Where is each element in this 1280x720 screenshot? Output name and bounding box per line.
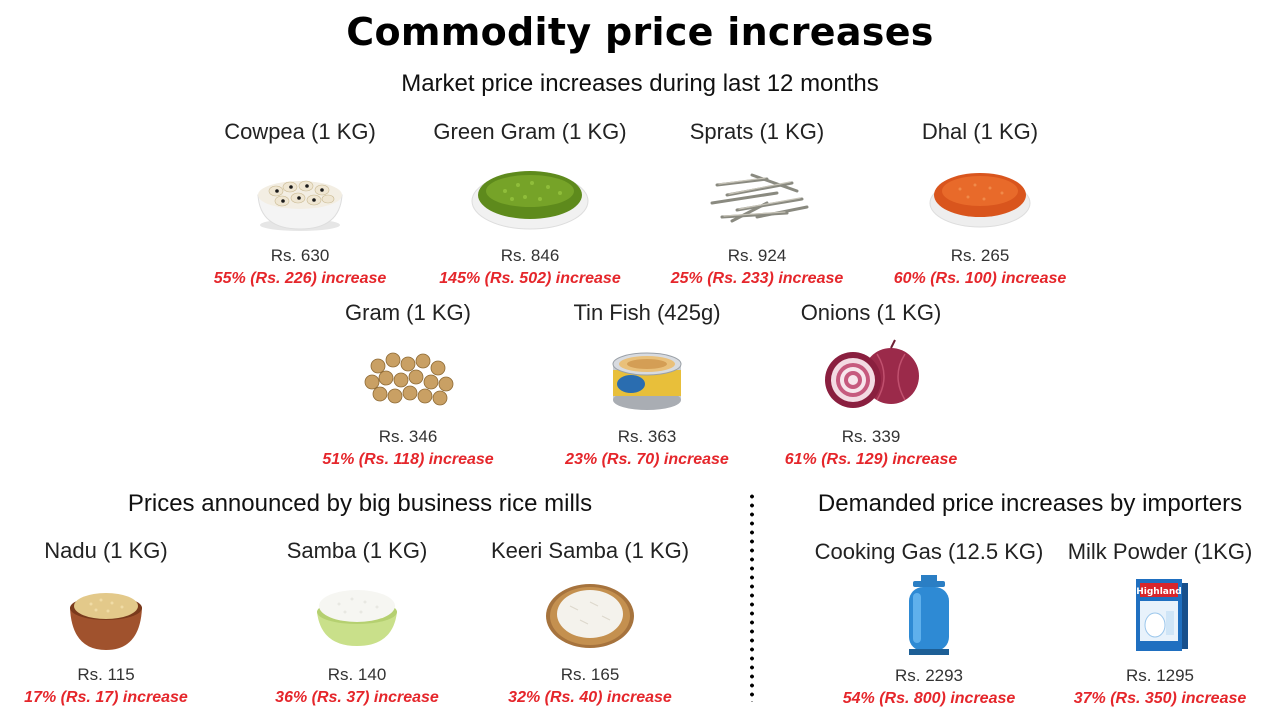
milk-powder-box-icon: Highland bbox=[1136, 579, 1188, 651]
commodity-name: Cooking Gas (12.5 KG) bbox=[814, 539, 1044, 564]
commodity-card-green-gram: Green Gram (1 KG) Rs. 846 145% (Rs. 502)… bbox=[410, 117, 650, 291]
section-divider bbox=[750, 492, 754, 702]
commodity-price: Rs. 924 bbox=[727, 246, 787, 265]
commodity-increase: 25% (Rs. 233) increase bbox=[670, 270, 844, 287]
commodity-price: Rs. 140 bbox=[327, 665, 387, 684]
rice-card-keeri-samba: Keeri Samba (1 KG) Rs. 165 32% (Rs. 40) … bbox=[470, 536, 710, 710]
tin-fish-can-icon bbox=[612, 352, 682, 410]
gas-cylinder-icon bbox=[909, 575, 949, 655]
onion-icon bbox=[825, 339, 919, 408]
nadu-rice-bowl-icon bbox=[70, 593, 142, 650]
rice-card-nadu: Nadu (1 KG) Rs. 115 17% (Rs. 17) increas… bbox=[0, 536, 226, 710]
commodity-name: Onions (1 KG) bbox=[800, 300, 942, 325]
sprats-icon bbox=[710, 173, 809, 223]
commodity-card-sprats: Sprats (1 KG) Rs. 924 25% (Rs. 233) incr… bbox=[637, 117, 877, 291]
commodity-price: Rs. 1295 bbox=[1125, 666, 1195, 685]
commodity-name: Sprats (1 KG) bbox=[689, 119, 825, 144]
commodity-name: Gram (1 KG) bbox=[345, 300, 471, 325]
page-subtitle: Market price increases during last 12 mo… bbox=[401, 70, 879, 97]
commodity-price: Rs. 165 bbox=[560, 665, 620, 684]
commodity-price: Rs. 346 bbox=[378, 427, 438, 446]
page-title: Commodity price increases bbox=[346, 10, 934, 54]
rice-card-samba: Samba (1 KG) Rs. 140 36% (Rs. 37) increa… bbox=[237, 536, 477, 710]
commodity-increase: 60% (Rs. 100) increase bbox=[893, 270, 1067, 287]
commodity-card-gram: Gram (1 KG) Rs. 346 51% (Rs. 118) increa… bbox=[288, 298, 528, 472]
importer-card-milk-powder: Milk Powder (1KG) Highland Rs. 1295 37% … bbox=[1040, 537, 1280, 711]
commodity-card-tin-fish: Tin Fish (425g) Rs. 363 23% (Rs. 70) inc… bbox=[527, 298, 767, 472]
commodity-name: Dhal (1 KG) bbox=[921, 119, 1039, 144]
commodity-name: Milk Powder (1KG) bbox=[1067, 539, 1253, 564]
commodity-card-onions: Onions (1 KG) Rs. 339 61% (Rs. 129) incr… bbox=[751, 298, 991, 472]
commodity-name: Tin Fish (425g) bbox=[573, 300, 721, 325]
commodity-increase: 36% (Rs. 37) increase bbox=[275, 689, 439, 706]
commodity-increase: 145% (Rs. 502) increase bbox=[439, 270, 621, 287]
commodity-price: Rs. 115 bbox=[77, 665, 135, 684]
commodity-increase: 17% (Rs. 17) increase bbox=[24, 689, 188, 706]
commodity-card-cowpea: Cowpea (1 KG) Rs. 630 55% (Rs. 226) incr… bbox=[180, 117, 420, 291]
commodity-name: Samba (1 KG) bbox=[286, 538, 428, 563]
commodity-increase: 37% (Rs. 350) increase bbox=[1073, 690, 1247, 707]
green-gram-bowl-icon bbox=[471, 171, 589, 230]
importers-section-heading: Demanded price increases by importers bbox=[817, 490, 1243, 517]
commodity-increase: 54% (Rs. 800) increase bbox=[842, 690, 1016, 707]
commodity-name: Green Gram (1 KG) bbox=[433, 119, 627, 144]
chickpea-icon bbox=[364, 352, 454, 406]
rice-section-heading: Prices announced by big business rice mi… bbox=[127, 490, 593, 517]
commodity-price: Rs. 339 bbox=[841, 427, 901, 446]
commodity-name: Nadu (1 KG) bbox=[44, 538, 168, 563]
commodity-price: Rs. 2293 bbox=[894, 666, 964, 685]
dhal-bowl-icon bbox=[929, 173, 1031, 228]
brand-logo-text: Highland bbox=[1136, 587, 1181, 597]
commodity-name: Keeri Samba (1 KG) bbox=[490, 538, 690, 563]
commodity-increase: 55% (Rs. 226) increase bbox=[213, 270, 387, 287]
commodity-increase: 23% (Rs. 70) increase bbox=[565, 451, 729, 468]
commodity-increase: 61% (Rs. 129) increase bbox=[784, 451, 958, 468]
commodity-increase: 51% (Rs. 118) increase bbox=[322, 451, 494, 468]
keeri-samba-basket-icon bbox=[546, 584, 634, 648]
commodity-price: Rs. 846 bbox=[500, 246, 560, 265]
commodity-price: Rs. 630 bbox=[270, 246, 330, 265]
cowpea-bowl-icon bbox=[257, 180, 343, 231]
commodity-name: Cowpea (1 KG) bbox=[224, 119, 376, 144]
importer-card-cooking-gas: Cooking Gas (12.5 KG) Rs. 2293 54% (Rs. … bbox=[809, 537, 1049, 711]
commodity-card-dhal: Dhal (1 KG) Rs. 265 60% (Rs. 100) increa… bbox=[860, 117, 1100, 291]
commodity-price: Rs. 265 bbox=[950, 246, 1010, 265]
commodity-increase: 32% (Rs. 40) increase bbox=[508, 689, 672, 706]
samba-rice-bowl-icon bbox=[317, 590, 397, 646]
commodity-price: Rs. 363 bbox=[617, 427, 677, 446]
